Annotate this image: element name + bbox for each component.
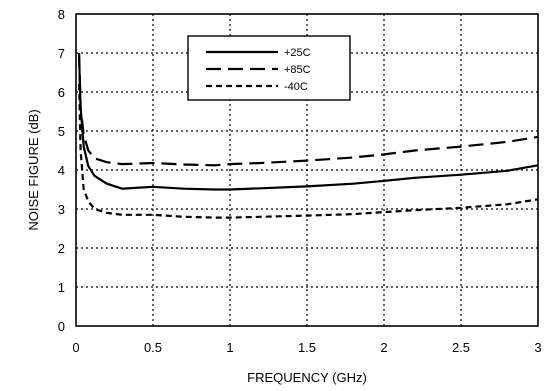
plot-frame [75,13,539,327]
x-tick-label: 0.5 [144,340,162,355]
axis-ticks: 0 0.5 1 1.5 2 2.5 3 0 1 2 3 4 5 6 7 8 [58,7,542,355]
series-lines [78,52,539,219]
y-tick-label: 8 [58,7,65,22]
legend-label: +85C [284,64,311,76]
x-tick-label: 0 [72,340,79,355]
y-tick-label: 3 [58,202,65,217]
legend-label: +25C [284,47,311,59]
series-line-plus25c [78,56,539,191]
y-tick-label: 0 [58,319,65,334]
y-tick-label: 2 [58,241,65,256]
y-tick-label: 5 [58,124,65,139]
x-tick-label: 3 [534,340,541,355]
y-tick-label: 6 [58,85,65,100]
legend: +25C +85C -40C [187,35,351,101]
x-tick-label: 1.5 [298,340,316,355]
series-line-minus40c [78,84,539,219]
y-tick-label: 7 [58,46,65,61]
legend-label: -40C [284,81,308,93]
y-tick-label: 4 [58,163,65,178]
x-axis-title: FREQUENCY (GHz) [247,370,367,385]
y-tick-label: 1 [58,280,65,295]
series-line-plus85c [78,52,539,167]
x-tick-label: 2.5 [452,340,470,355]
x-tick-label: 2 [380,340,387,355]
y-axis-title: NOISE FIGURE (dB) [26,109,41,230]
x-tick-label: 1 [226,340,233,355]
